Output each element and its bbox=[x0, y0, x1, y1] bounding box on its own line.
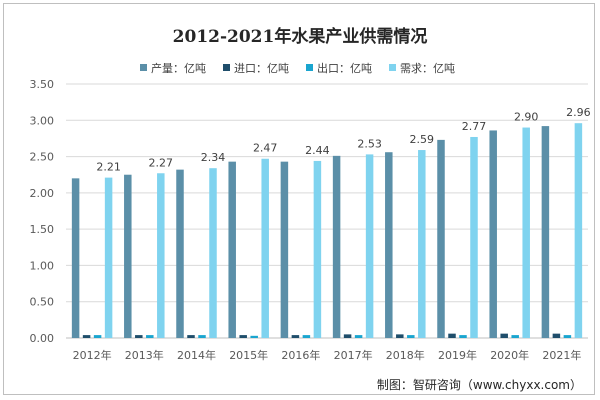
y-tick-label: 3.00 bbox=[30, 114, 55, 127]
bar-series-0 bbox=[385, 152, 393, 338]
legend-label: 产量：亿吨 bbox=[151, 61, 206, 75]
data-label: 2.34 bbox=[201, 151, 226, 164]
bar-series-2 bbox=[459, 335, 467, 338]
bar-series-3 bbox=[470, 136, 478, 338]
data-label: 2.53 bbox=[357, 137, 382, 150]
data-labels: 2.21 2.27 2.34 2.47 2.44 2.53 2.59 2.77 2.90 2.96 bbox=[96, 106, 590, 173]
data-label: 2.27 bbox=[149, 156, 174, 169]
gridlines bbox=[66, 83, 588, 339]
y-tick-label: 1.00 bbox=[30, 259, 55, 272]
bar-series-0 bbox=[489, 130, 497, 338]
legend-swatch bbox=[223, 64, 230, 71]
bar-series-0 bbox=[437, 139, 445, 338]
bar-series-1 bbox=[82, 335, 91, 338]
bar-series-0 bbox=[228, 161, 236, 338]
bar-series-2 bbox=[511, 335, 519, 338]
bar-series-1 bbox=[396, 334, 404, 338]
bar-series-1 bbox=[135, 335, 143, 338]
bar-series-1 bbox=[552, 333, 561, 338]
legend-swatch bbox=[140, 64, 147, 71]
bar-series-3 bbox=[313, 160, 322, 338]
bar-series-1 bbox=[448, 333, 456, 338]
bar-series-2 bbox=[250, 335, 258, 338]
x-tick-label: 2019年 bbox=[438, 348, 477, 362]
bar-series-3 bbox=[365, 154, 374, 338]
bar-series-3 bbox=[418, 150, 426, 338]
y-tick-label: 1.50 bbox=[30, 223, 55, 236]
data-label: 2.44 bbox=[305, 144, 330, 157]
x-tick-label: 2015年 bbox=[229, 348, 268, 362]
y-axis: 0.00 0.50 1.00 1.50 2.00 2.50 3.00 3.50 bbox=[30, 78, 55, 345]
data-label: 2.47 bbox=[253, 142, 278, 155]
data-label: 2.21 bbox=[96, 161, 121, 174]
legend-label: 需求：亿吨 bbox=[400, 62, 455, 75]
bar-series-3 bbox=[209, 168, 217, 338]
chart-title: 2012-2021年水果产业供需情况 bbox=[173, 26, 428, 47]
bar-series-1 bbox=[187, 335, 195, 338]
x-tick-label: 2012年 bbox=[73, 348, 112, 362]
bar-series-2 bbox=[407, 335, 415, 338]
y-tick-label: 2.00 bbox=[30, 187, 55, 200]
legend: 产量：亿吨 进口：亿吨 出口：亿吨 需求：亿吨 bbox=[140, 61, 455, 75]
bar-series-1 bbox=[239, 335, 247, 338]
bar-series-2 bbox=[93, 335, 102, 338]
chart-frame bbox=[3, 3, 595, 395]
bar-series-3 bbox=[261, 158, 269, 338]
y-tick-label: 0.50 bbox=[30, 296, 55, 309]
bar-series-3 bbox=[104, 177, 113, 338]
legend-label: 进口：亿吨 bbox=[234, 62, 289, 75]
bar-series-3 bbox=[157, 173, 165, 338]
y-tick-label: 0.00 bbox=[30, 332, 55, 345]
x-tick-label: 2017年 bbox=[334, 348, 373, 362]
bar-series-1 bbox=[343, 334, 352, 338]
x-tick-label: 2020年 bbox=[490, 348, 529, 362]
y-tick-label: 3.50 bbox=[30, 78, 55, 91]
x-tick-label: 2018年 bbox=[386, 348, 425, 362]
bar-series-1 bbox=[500, 333, 508, 338]
data-label: 2.59 bbox=[410, 133, 435, 146]
data-label: 2.77 bbox=[462, 120, 487, 133]
source-credit: 制图：智研咨询（www.chyxx.com） bbox=[377, 377, 582, 392]
bar-series-0 bbox=[332, 155, 341, 338]
bar-series-2 bbox=[146, 335, 154, 338]
bar-series-2 bbox=[198, 335, 206, 338]
y-tick-label: 2.50 bbox=[30, 151, 55, 164]
bar-series-0 bbox=[124, 174, 132, 338]
bar-series-2 bbox=[302, 335, 311, 338]
bar-series-0 bbox=[176, 169, 184, 338]
bar-series-1 bbox=[291, 335, 300, 338]
bar-series-3 bbox=[574, 123, 583, 338]
x-tick-label: 2016年 bbox=[281, 348, 320, 362]
bar-series-0 bbox=[71, 178, 80, 338]
legend-label: 出口：亿吨 bbox=[317, 61, 372, 75]
bars bbox=[71, 123, 583, 339]
bar-series-2 bbox=[563, 335, 572, 338]
data-label: 2.90 bbox=[514, 111, 539, 124]
x-tick-label: 2014年 bbox=[177, 348, 216, 362]
bar-series-3 bbox=[522, 127, 530, 339]
legend-swatch bbox=[389, 64, 396, 71]
bar-series-2 bbox=[354, 335, 363, 338]
legend-swatch bbox=[306, 64, 313, 71]
x-axis: 2012年 2013年 2014年 2015年 2016年 2017年 2018年 2019年… bbox=[73, 348, 582, 362]
data-label: 2.96 bbox=[566, 106, 591, 119]
bar-series-0 bbox=[541, 126, 550, 338]
x-tick-label: 2013年 bbox=[125, 348, 164, 362]
x-tick-label: 2021年 bbox=[542, 348, 581, 362]
bar-series-0 bbox=[280, 161, 289, 338]
